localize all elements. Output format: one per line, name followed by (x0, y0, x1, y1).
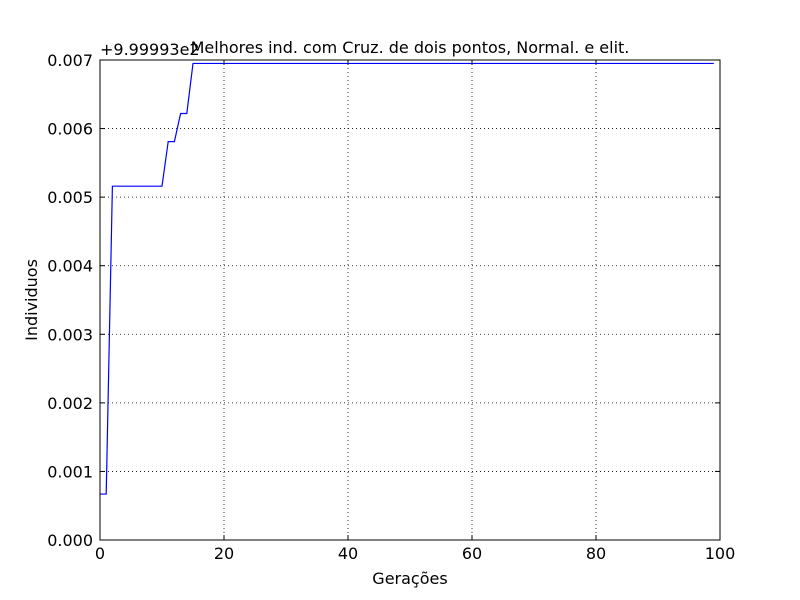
y-tick-label: 0.003 (47, 325, 93, 344)
chart-title: Melhores ind. com Cruz. de dois pontos, … (191, 38, 630, 57)
grid (100, 60, 720, 540)
x-tick-label: 20 (214, 544, 234, 563)
y-tick-label: 0.004 (47, 257, 93, 276)
y-axis-label: Individuos (22, 259, 41, 341)
x-tick-label: 80 (586, 544, 606, 563)
y-tick-label: 0.001 (47, 462, 93, 481)
y-tick-label: 0.007 (47, 51, 93, 70)
y-tick-label: 0.000 (47, 531, 93, 550)
series-layer (100, 62, 714, 495)
y-tick-label: 0.006 (47, 120, 93, 139)
x-tick-label: 40 (338, 544, 358, 563)
x-axis-label: Gerações (372, 569, 447, 588)
y-offset-label: +9.99993e2 (100, 40, 200, 59)
plot-frame (99, 59, 721, 541)
y-tick-label: 0.002 (47, 394, 93, 413)
x-tick-label: 60 (462, 544, 482, 563)
x-tick-label: 100 (705, 544, 736, 563)
y-tick-label: 0.005 (47, 188, 93, 207)
ticks: 0 20 40 60 80 100 0.000 0.001 0.002 0.003 0.004 0.0… (47, 51, 735, 563)
x-tick-label: 0 (95, 544, 105, 563)
series-line (100, 62, 714, 495)
